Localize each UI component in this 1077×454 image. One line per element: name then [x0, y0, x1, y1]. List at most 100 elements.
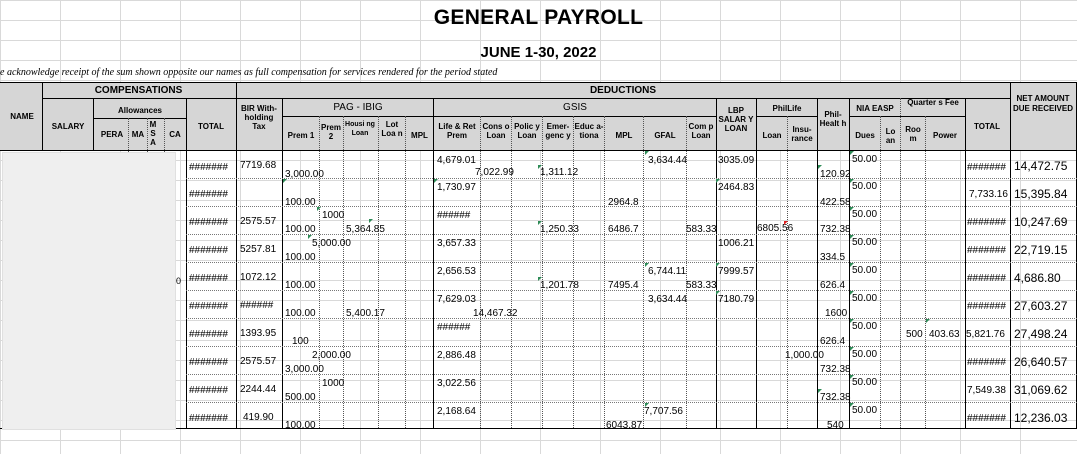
- cell-net-amount[interactable]: 27,498.24: [1014, 327, 1068, 341]
- msa-header[interactable]: M S A: [149, 120, 157, 147]
- cell-lbp[interactable]: 3035.09: [718, 155, 755, 166]
- cell-philhealth[interactable]: 540: [827, 420, 844, 431]
- cell-prem1[interactable]: 100.00: [285, 224, 316, 235]
- cell-dues[interactable]: 50.00: [852, 181, 878, 192]
- cell-room[interactable]: 500: [906, 329, 923, 340]
- cell-life-ret[interactable]: 3,657.33: [437, 238, 476, 249]
- cell-prem1[interactable]: 500.00: [285, 392, 316, 403]
- cell-net-amount[interactable]: 22,719.15: [1014, 243, 1068, 257]
- cell-net-amount[interactable]: 15,395.84: [1014, 187, 1068, 201]
- cell-total[interactable]: #######: [189, 357, 228, 368]
- cell-prem1[interactable]: 100.00: [285, 280, 316, 291]
- lbp-salary-loan-header[interactable]: LBP SALAR Y LOAN: [718, 106, 754, 133]
- cell-life-ret[interactable]: 2,168.64: [437, 406, 476, 417]
- comp-loan-header[interactable]: Com p Loan: [688, 122, 714, 140]
- cell-philhealth[interactable]: 732.38: [820, 364, 851, 375]
- cell-lbp[interactable]: 7999.57: [718, 266, 755, 277]
- cell-total[interactable]: #######: [189, 217, 228, 228]
- cell-philhealth[interactable]: 732.38: [820, 392, 851, 403]
- cell-dues[interactable]: 50.00: [852, 265, 878, 276]
- cell-deduction-total[interactable]: 5,821.76: [966, 329, 1005, 340]
- mpl-pagibig-header[interactable]: MPL: [411, 131, 428, 140]
- cell-bir[interactable]: 1393.95: [240, 328, 277, 339]
- cell-net-amount[interactable]: 10,247.69: [1014, 215, 1068, 229]
- ca-header[interactable]: CA: [169, 130, 181, 139]
- gfal-header[interactable]: GFAL: [654, 131, 676, 140]
- cell-dues[interactable]: 50.00: [852, 349, 878, 360]
- cell-philhealth[interactable]: 626.4: [820, 336, 846, 347]
- cell-dues[interactable]: 50.00: [852, 154, 878, 165]
- cell-mpl-gsis[interactable]: 7495.4: [608, 280, 639, 291]
- cell-policy[interactable]: 1,201.78: [540, 280, 579, 291]
- educational-loan-header[interactable]: Educ a- tiona: [574, 122, 604, 140]
- cell-bir[interactable]: 2575.57: [240, 216, 277, 227]
- pera-header[interactable]: PERA: [100, 130, 124, 139]
- cell-deduction-total[interactable]: #######: [967, 413, 1006, 424]
- cell-lbp[interactable]: 1006.21: [718, 238, 755, 249]
- cell-prem1[interactable]: 100.00: [285, 420, 316, 431]
- cell-deduction-total[interactable]: #######: [967, 357, 1006, 368]
- cell-gfal[interactable]: 6,744.11: [648, 266, 687, 277]
- cell-policy[interactable]: 1,250.33: [540, 224, 579, 235]
- prem1-header[interactable]: Prem 1: [287, 131, 315, 140]
- cell-prem1[interactable]: 3,000.00: [285, 169, 324, 180]
- cell-total[interactable]: #######: [189, 189, 228, 200]
- deduction-total-header[interactable]: TOTAL: [974, 122, 1000, 131]
- philife-header[interactable]: PhilLife: [772, 104, 802, 113]
- cell-prem1[interactable]: 100: [292, 336, 309, 347]
- cell-life-ret[interactable]: 2,886.48: [437, 350, 476, 361]
- cell-bir[interactable]: 2244.44: [240, 384, 277, 395]
- cell-philhealth[interactable]: 422.58: [820, 197, 851, 208]
- cell-deduction-total[interactable]: #######: [967, 162, 1006, 173]
- gsis-header[interactable]: GSIS: [563, 102, 587, 113]
- pagibig-header[interactable]: PAG - IBIG: [333, 102, 383, 113]
- cell-gfal[interactable]: 3,634.44: [648, 155, 687, 166]
- dues-header[interactable]: Dues: [855, 131, 875, 140]
- cell-philhealth[interactable]: 1600: [825, 308, 848, 319]
- compensations-header[interactable]: COMPENSATIONS: [94, 85, 183, 96]
- cell-comp-loan[interactable]: 583.33: [686, 280, 717, 291]
- cell-gfal[interactable]: 3,634.44: [648, 294, 687, 305]
- cell-dues[interactable]: 50.00: [852, 209, 878, 220]
- cell-philhealth[interactable]: 626.4: [820, 280, 846, 291]
- cell-housing-loan[interactable]: 5,400.17: [346, 308, 385, 319]
- cell-lbp[interactable]: 2464.83: [718, 182, 755, 193]
- cell-philife-loan[interactable]: 1,000.00: [785, 350, 824, 361]
- cell-bir[interactable]: 419.90: [243, 412, 274, 423]
- cell-policy[interactable]: 1,311.12: [540, 167, 579, 178]
- cell-deduction-total[interactable]: #######: [967, 301, 1006, 312]
- name-header[interactable]: NAME: [10, 112, 34, 121]
- cell-mpl-gsis[interactable]: 6486.7: [608, 224, 639, 235]
- cell-conso[interactable]: 14,467.32: [473, 308, 518, 319]
- cell-net-amount[interactable]: 4,686.80: [1014, 271, 1061, 285]
- cell-deduction-total[interactable]: 7,549.38: [967, 385, 1006, 396]
- cell-bir[interactable]: ######: [240, 300, 274, 311]
- cell-comp-loan[interactable]: 583.33: [686, 224, 717, 235]
- cell-life-ret[interactable]: 4,679.01: [437, 155, 476, 166]
- philife-insurance-header[interactable]: Insu- rance: [791, 125, 813, 143]
- cell-bir[interactable]: 2575.57: [240, 356, 277, 367]
- housing-loan-header[interactable]: Housi ng Loan: [345, 121, 375, 137]
- cell-prem1[interactable]: 100.00: [285, 197, 316, 208]
- stray-digit[interactable]: 0: [176, 276, 182, 286]
- cell-net-amount[interactable]: 31,069.62: [1014, 383, 1068, 397]
- bir-header[interactable]: BIR With- holding Tax: [241, 104, 277, 131]
- deductions-header[interactable]: DEDUCTIONS: [589, 85, 657, 96]
- cell-philhealth[interactable]: 732.38: [820, 224, 851, 235]
- cell-net-amount[interactable]: 26,640.57: [1014, 355, 1068, 369]
- cell-life-ret[interactable]: ######: [437, 210, 471, 221]
- cell-life-ret[interactable]: 1,730.97: [437, 182, 476, 193]
- cell-prem1[interactable]: 100.00: [285, 252, 316, 263]
- cell-prem2[interactable]: 1000: [322, 378, 345, 389]
- cell-prem2[interactable]: 2,000.00: [312, 350, 351, 361]
- cell-dues[interactable]: 50.00: [852, 237, 878, 248]
- lot-loan-header[interactable]: Lot Loa n: [381, 120, 403, 138]
- cell-bir[interactable]: 5257.81: [240, 244, 277, 255]
- net-amount-header[interactable]: NET AMOUNT DUE RECEIVED: [1012, 94, 1073, 113]
- allowances-header[interactable]: Allowances: [117, 106, 162, 115]
- cell-bir[interactable]: 1072.12: [240, 272, 277, 283]
- cell-prem2[interactable]: 1000: [322, 210, 345, 221]
- cell-total[interactable]: #######: [189, 329, 228, 340]
- cell-housing-loan[interactable]: 5,364.85: [346, 224, 385, 235]
